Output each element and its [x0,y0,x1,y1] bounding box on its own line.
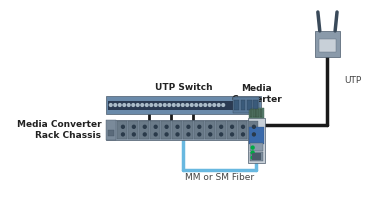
Circle shape [251,146,254,149]
Circle shape [109,104,112,106]
Text: MM or SM Fiber: MM or SM Fiber [185,173,254,182]
Bar [108,100,259,109]
Circle shape [172,104,175,106]
Bar [247,100,252,110]
Circle shape [150,104,153,106]
Bar [238,121,247,139]
Bar [108,130,113,136]
Circle shape [177,104,180,106]
Circle shape [122,133,124,136]
Circle shape [119,104,121,106]
Text: Media
Converter: Media Converter [231,84,282,104]
Circle shape [165,125,168,128]
Circle shape [209,133,212,136]
Bar [253,109,255,117]
Circle shape [222,104,225,106]
Circle shape [198,133,201,136]
Circle shape [251,156,254,159]
Bar [250,143,263,151]
Circle shape [253,125,255,128]
Bar [253,100,258,110]
Bar [139,121,149,139]
Circle shape [114,104,117,106]
Bar [172,121,182,139]
Bar [205,121,215,139]
Circle shape [143,125,146,128]
Circle shape [199,104,202,106]
Bar [250,152,263,161]
Circle shape [182,104,184,106]
Circle shape [242,125,244,128]
Circle shape [145,104,148,106]
Bar [249,127,264,144]
Circle shape [168,104,171,106]
Bar [249,108,264,118]
Circle shape [159,104,161,106]
Circle shape [220,133,223,136]
Circle shape [132,104,135,106]
Bar [227,121,236,139]
Bar [216,121,226,139]
Circle shape [186,104,188,106]
Bar [161,121,171,139]
Circle shape [253,133,255,136]
Circle shape [143,133,146,136]
Circle shape [195,104,198,106]
Bar [249,121,258,139]
Circle shape [220,125,223,128]
Bar [128,121,138,139]
Bar [248,118,265,163]
Bar [235,100,239,110]
Circle shape [217,104,220,106]
Bar [241,100,246,110]
Circle shape [141,104,143,106]
Circle shape [123,104,126,106]
Circle shape [154,125,157,128]
Circle shape [122,125,124,128]
Bar [106,120,261,140]
Bar [315,31,340,57]
Circle shape [127,104,130,106]
Circle shape [187,133,190,136]
Bar [250,109,252,117]
Bar [117,121,127,139]
Circle shape [137,104,139,106]
Bar [194,121,204,139]
Circle shape [154,133,157,136]
Circle shape [242,133,244,136]
Circle shape [165,133,168,136]
Text: UTP Switch: UTP Switch [155,83,212,92]
Bar [150,121,160,139]
Bar [257,109,259,117]
Circle shape [190,104,193,106]
Circle shape [132,125,135,128]
Circle shape [198,125,201,128]
Circle shape [251,151,254,154]
Circle shape [154,104,157,106]
Circle shape [187,125,190,128]
Bar [319,39,336,52]
Bar [232,97,259,113]
Bar [106,96,261,114]
Bar [183,121,193,139]
Text: Media Converter
Rack Chassis: Media Converter Rack Chassis [16,120,101,140]
Bar [106,120,116,140]
Circle shape [132,133,135,136]
Circle shape [163,104,166,106]
Circle shape [176,125,179,128]
Bar [252,153,261,160]
Circle shape [231,133,234,136]
Circle shape [204,104,206,106]
Circle shape [208,104,211,106]
Text: UTP: UTP [345,76,362,85]
Bar [260,109,262,117]
Circle shape [176,133,179,136]
Circle shape [209,125,212,128]
Circle shape [231,125,234,128]
Circle shape [213,104,216,106]
